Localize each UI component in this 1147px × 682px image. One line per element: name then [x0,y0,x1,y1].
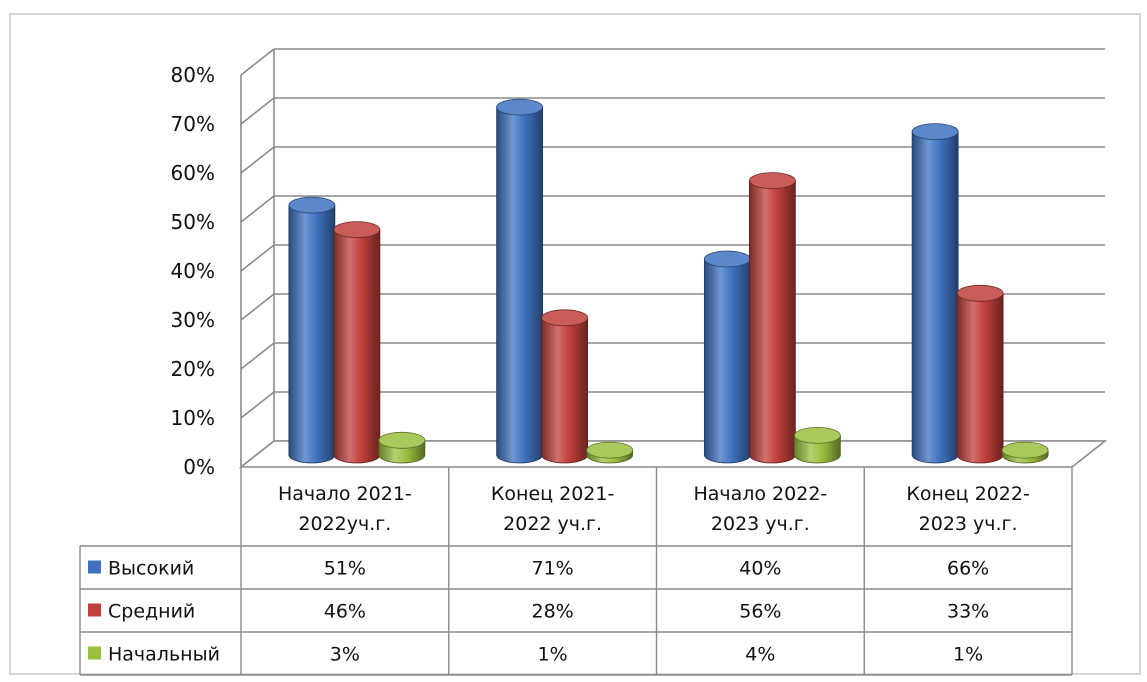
y-tick-label: 80% [171,63,215,87]
data-label: 51% [324,558,366,580]
bar [541,309,589,464]
bar-body [703,258,751,464]
bar [956,284,1004,464]
bar [911,123,959,464]
y-tick-label: 50% [171,210,215,234]
gridline-side [240,342,275,370]
data-label: 1% [953,644,983,666]
bar-top [748,172,796,190]
category-label: 2022 уч.г. [503,513,602,535]
bar-top [1001,441,1049,459]
bar [748,172,796,464]
category-label: Начало 2021- [278,483,412,505]
bar-top [703,250,751,268]
bar-top [586,441,634,459]
category-label: 2023 уч.г. [711,513,810,535]
series-name: Средний [108,601,195,623]
bar-body [748,180,796,464]
bar-top [911,123,959,141]
data-label: 71% [532,558,574,580]
bar-top [496,98,544,116]
data-label: 40% [739,558,781,580]
data-label: 4% [745,644,775,666]
bar-body [496,106,544,464]
y-tick-label: 40% [171,259,215,283]
bar-top [541,309,589,327]
gridline-side [240,48,275,76]
gridline-side [240,244,275,272]
bar-top [793,426,841,444]
gridline-side [240,146,275,174]
chart-frame [9,13,1141,675]
y-tick-label: 70% [171,112,215,136]
bar-top [378,431,426,449]
bar [586,441,634,464]
gridline-side [240,293,275,321]
bar [496,98,544,464]
gridline-side [240,195,275,223]
bar-body [288,204,336,464]
y-tick-label: 0% [183,455,215,479]
chart-floor [238,440,1108,468]
bar-body [956,292,1004,464]
data-label: 56% [739,601,781,623]
bar-body [911,131,959,464]
category-label: 2023 уч.г. [919,513,1018,535]
data-label: 1% [538,644,568,666]
data-label: 66% [947,558,989,580]
bar [288,196,336,464]
series-name: Высокий [108,558,194,580]
category-label: Конец 2022- [906,483,1029,505]
category-label: Конец 2021- [491,483,614,505]
data-label: 28% [532,601,574,623]
data-label: 33% [947,601,989,623]
bar [378,431,426,464]
y-tick-label: 60% [171,161,215,185]
bar-top [333,221,381,239]
data-label: 3% [330,644,360,666]
data-label: 46% [324,601,366,623]
bar [793,426,841,464]
legend-key [88,646,101,660]
category-label: 2022уч.г. [298,513,391,535]
bar-body [541,317,589,464]
gridline-side [240,391,275,419]
y-tick-label: 10% [171,406,215,430]
gridline-side [240,97,275,125]
bar-top [288,196,336,214]
category-label: Начало 2022- [693,483,827,505]
legend-key [88,560,101,574]
bar [1001,441,1049,464]
bar-body [333,229,381,464]
bar [333,221,381,464]
series-name: Начальный [108,644,220,666]
legend-key [88,603,101,617]
y-tick-label: 30% [171,308,215,332]
bar-top [956,284,1004,302]
bar [703,250,751,464]
y-tick-label: 20% [171,357,215,381]
